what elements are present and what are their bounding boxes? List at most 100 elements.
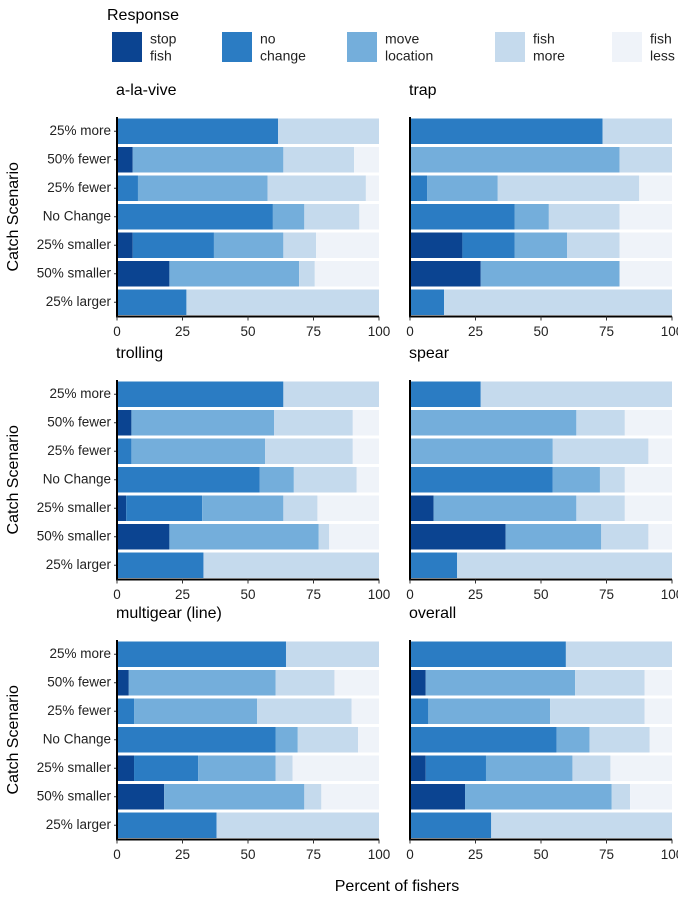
bar-segment-move_location [128, 670, 276, 696]
bar-segment-no_change [117, 641, 286, 667]
y-tick-label: 25% fewer [47, 443, 111, 458]
x-tick-label: 0 [406, 324, 414, 339]
bar-segment-fish_more [293, 467, 357, 493]
bar-segment-fish_more [283, 147, 355, 173]
y-tick-label: 50% smaller [37, 528, 112, 543]
bar-segment-no_change [117, 698, 135, 724]
legend-swatch-move_location [347, 32, 377, 62]
bar-segment-move_location [552, 467, 600, 493]
x-tick-label: 75 [306, 847, 321, 862]
legend-swatch-fish_more [495, 32, 525, 62]
x-tick-label: 75 [599, 324, 614, 339]
bar-segment-move_location [134, 698, 258, 724]
legend-swatch-fish_less [612, 32, 642, 62]
bar-segment-fish_more [304, 204, 360, 230]
y-tick-label: 50% smaller [37, 788, 112, 803]
bar-segment-fish_more [491, 812, 672, 838]
x-tick-label: 50 [240, 847, 255, 862]
bar-segment-fish_more [457, 552, 672, 578]
bar-segment-no_change [462, 232, 515, 258]
x-tick-label: 100 [661, 587, 678, 602]
bar-segment-no_change [117, 812, 217, 838]
bar-segment-move_location [465, 784, 612, 810]
bar-segment-fish_less [630, 784, 672, 810]
panel-title: trap [409, 82, 437, 99]
bar-segment-fish_more [552, 438, 649, 464]
x-tick-label: 0 [113, 324, 121, 339]
legend-label-no_change: change [260, 48, 306, 64]
legend-label-stop_fish: stop [150, 31, 177, 47]
legend-swatch-stop_fish [112, 32, 142, 62]
bar-segment-move_location [259, 467, 294, 493]
x-tick-label: 50 [240, 324, 255, 339]
y-tick-label: 25% fewer [47, 703, 111, 718]
bar-segment-no_change [126, 495, 203, 521]
panel-multigear-line-: multigear (line) 25% more 50% fewer 25% few… [37, 605, 391, 862]
x-tick-label: 50 [533, 587, 548, 602]
panel-overall: overall 0 25 50 75 100 [406, 605, 678, 862]
bar-segment-no_change [117, 204, 273, 230]
bar-segment-fish_less [619, 232, 672, 258]
bar-segment-fish_less [624, 467, 672, 493]
bar-segment-stop_fish [410, 524, 506, 550]
bar-segment-move_location [132, 147, 284, 173]
bar-segment-fish_more [216, 812, 379, 838]
bar-segment-fish_less [644, 698, 672, 724]
legend-label-fish_more: fish [533, 31, 555, 47]
bar-segment-stop_fish [117, 670, 129, 696]
x-tick-label: 100 [661, 324, 678, 339]
bar-segment-stop_fish [410, 670, 426, 696]
bar-segment-no_change [117, 438, 132, 464]
x-tick-label: 75 [306, 324, 321, 339]
bar-segment-move_location [514, 204, 549, 230]
bar-segment-fish_more [275, 755, 293, 781]
bar-segment-move_location [410, 147, 620, 173]
x-tick-label: 25 [468, 847, 483, 862]
x-tick-label: 0 [113, 587, 121, 602]
bar-segment-no_change [117, 467, 260, 493]
bar-segment-fish_more [275, 670, 335, 696]
bar-segment-move_location [169, 524, 319, 550]
bar-segment-fish_more [602, 118, 672, 144]
bar-segment-fish_less [321, 784, 379, 810]
bar-segment-no_change [410, 727, 557, 753]
bar-segment-fish_more [304, 784, 322, 810]
bar-segment-move_location [272, 204, 305, 230]
bar-segment-fish_more [589, 727, 650, 753]
bar-segment-move_location [169, 261, 300, 287]
bar-segment-no_change [410, 289, 445, 315]
bar-segment-fish_more [599, 467, 625, 493]
y-tick-label: No Change [43, 208, 111, 223]
bar-segment-fish_more [203, 552, 379, 578]
bar-segment-no_change [410, 552, 458, 578]
bar-segment-move_location [428, 698, 551, 724]
bar-segment-fish_more [186, 289, 379, 315]
bar-segment-fish_less [356, 467, 379, 493]
bar-segment-no_change [410, 641, 566, 667]
bar-segment-no_change [410, 698, 429, 724]
bar-segment-stop_fish [117, 784, 165, 810]
y-axis-title: Catch Scenario [5, 425, 22, 534]
bar-segment-fish_more [550, 698, 645, 724]
y-tick-label: 25% more [49, 386, 111, 401]
x-tick-label: 0 [113, 847, 121, 862]
bar-segment-move_location [137, 175, 268, 201]
bar-segment-fish_more [265, 438, 353, 464]
bar-segment-fish_less [648, 524, 672, 550]
panel-title: a-la-vive [116, 82, 177, 99]
bar-segment-fish_less [619, 204, 672, 230]
panel-title: spear [409, 345, 450, 362]
y-tick-label: 50% fewer [47, 414, 111, 429]
x-tick-label: 75 [599, 587, 614, 602]
bar-segment-fish_more [575, 670, 645, 696]
x-tick-label: 25 [468, 587, 483, 602]
bar-segment-move_location [131, 410, 275, 436]
bar-segment-fish_more [297, 727, 359, 753]
bar-segment-fish_more [576, 410, 625, 436]
x-tick-label: 25 [175, 847, 190, 862]
y-axis-title: Catch Scenario [5, 685, 22, 794]
legend-label-fish_more: more [533, 48, 565, 64]
bar-segment-move_location [505, 524, 602, 550]
legend-label-move_location: location [385, 48, 433, 64]
panel-title: trolling [116, 345, 163, 362]
